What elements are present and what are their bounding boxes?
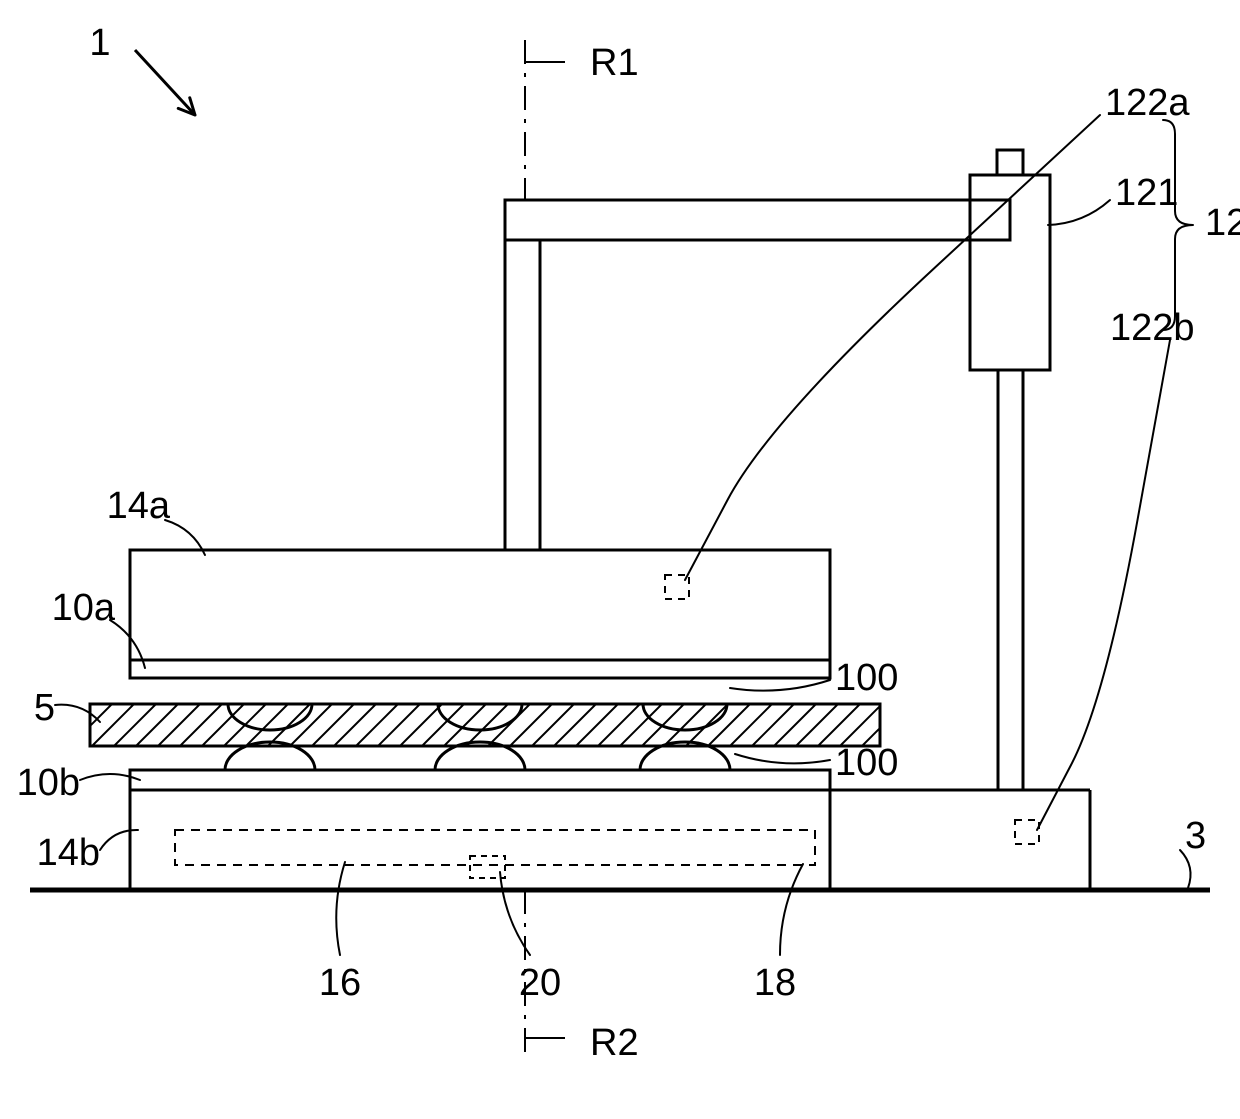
leader-l_14b xyxy=(100,830,138,850)
thermal-block-16 xyxy=(175,830,815,865)
upper-polisher-10a xyxy=(130,660,830,678)
leader-l_100u xyxy=(730,680,830,691)
leader-l_16 xyxy=(336,862,345,955)
leader-l_18 xyxy=(780,864,803,955)
label-100l: 100 xyxy=(835,742,898,784)
label-14b: 14b xyxy=(37,832,100,874)
lower-heater-14b xyxy=(130,790,830,890)
label-3: 3 xyxy=(1185,815,1206,857)
label-R1: R1 xyxy=(590,42,639,84)
label-20: 20 xyxy=(519,962,561,1004)
leader-l_122b xyxy=(1037,340,1170,830)
lower-polisher-10b xyxy=(130,770,830,790)
label-100u: 100 xyxy=(835,657,898,699)
leader-l_122a xyxy=(685,115,1100,580)
workpiece-5 xyxy=(48,704,948,746)
label-122a: 122a xyxy=(1105,82,1190,124)
label-122b: 122b xyxy=(1110,307,1195,349)
label-16: 16 xyxy=(319,962,361,1004)
leader-l_100l xyxy=(735,754,830,763)
horizontal-arm xyxy=(505,200,1010,240)
bracket-12 xyxy=(1163,120,1193,330)
actuator-tab xyxy=(997,150,1023,175)
label-5: 5 xyxy=(34,687,55,729)
leader-l_121 xyxy=(1048,200,1110,225)
label-R2: R2 xyxy=(590,1022,639,1064)
label-10a: 10a xyxy=(52,587,116,629)
label-14a: 14a xyxy=(107,485,171,527)
label-12: 12 xyxy=(1205,202,1240,244)
label-18: 18 xyxy=(754,962,796,1004)
arrow-1-line xyxy=(135,50,195,115)
label-1: 1 xyxy=(89,22,110,64)
upper-heater-14a xyxy=(130,550,830,660)
sensor-122b xyxy=(1015,820,1039,844)
label-10b: 10b xyxy=(17,762,80,804)
label-121: 121 xyxy=(1115,172,1178,214)
leader-l_5 xyxy=(55,705,100,722)
